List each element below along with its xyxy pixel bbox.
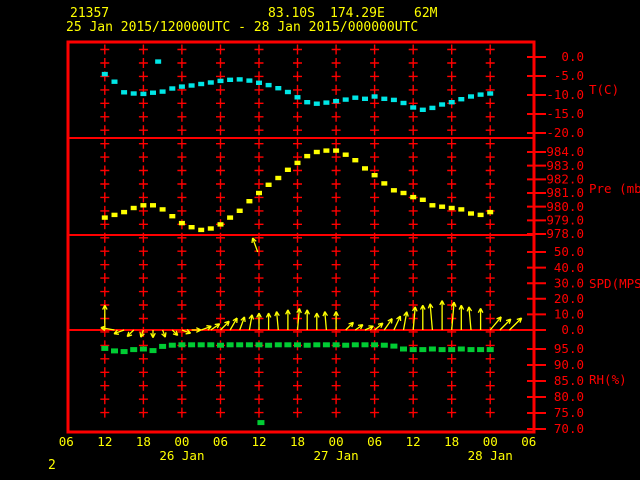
grid-marks [100,44,495,418]
y-tick-label: 50.0 [554,244,584,259]
y-tick-label: 983.0 [546,158,584,173]
y-axis-unit-label: SPD(MPS) [589,276,640,291]
y-tick-label: 0.0 [561,322,584,337]
y-axis-labels-humidity: 95.090.085.080.075.070.0 [554,341,584,436]
y-tick-label: 979.0 [546,213,584,228]
y-tick-label: 0.0 [561,49,584,64]
time-range-label: 25 Jan 2015/120000UTC - 28 Jan 2015/0000… [66,20,419,35]
right-axis-ticks [527,56,546,430]
x-axis-labels: 06 12 18 00 06 12 18 00 06 12 18 00 06 26 Jan 27 Jan 28… [59,434,537,463]
wind-arrows [100,300,523,338]
y-tick-label: 30.0 [554,275,584,290]
y-tick-label: -10.0 [546,87,584,102]
y-tick-label: 90.0 [554,357,584,372]
y-tick-label: 984.0 [546,144,584,159]
station-id: 21357 [70,6,110,21]
x-axis-hour-label: 00 [174,434,189,449]
station-latitude: 83.10S [268,6,315,21]
x-axis-day-label: 27 Jan [314,448,359,463]
x-axis-hour-label: 12 [97,434,112,449]
x-axis-hour-label: 00 [483,434,498,449]
station-elevation: 62M [414,6,438,21]
temperature-series [101,71,494,112]
humidity-series [101,342,494,355]
y-tick-label: 980.0 [546,199,584,214]
y-tick-label: 40.0 [554,260,584,275]
x-axis-hour-label: 18 [290,434,305,449]
y-tick-label: -5.0 [554,68,584,83]
y-tick-label: 80.0 [554,389,584,404]
x-axis-day-label: 26 Jan [159,448,204,463]
y-axis-unit-label: T(C) [589,82,619,97]
x-axis-day-label: 28 Jan [468,448,513,463]
y-axis-labels-wind_speed: 50.040.030.020.010.00.0 [554,244,584,337]
humidity-outlier-point [257,420,265,426]
panel-divider-lines [68,137,534,331]
y-tick-label: 10.0 [554,307,584,322]
x-axis-hour-label: 00 [329,434,344,449]
pressure-series [101,148,494,233]
x-axis-hour-label: 06 [367,434,382,449]
y-tick-label: -20.0 [546,125,584,140]
x-axis-hour-label: 18 [444,434,459,449]
x-axis-hour-label: 06 [213,434,228,449]
y-axis-unit-label: RH(%) [589,372,627,387]
y-tick-label: 85.0 [554,373,584,388]
x-axis-hour-label: 06 [59,434,74,449]
x-axis-hour-label: 06 [521,434,536,449]
y-tick-label: 70.0 [554,421,584,436]
plot-border [66,40,536,434]
y-tick-label: 20.0 [554,291,584,306]
temperature-outlier-point [155,59,162,64]
y-tick-label: 982.0 [546,172,584,187]
stray-wind-arrow [251,237,259,253]
y-tick-label: 95.0 [554,341,584,356]
x-axis-hour-label: 12 [406,434,421,449]
y-tick-label: 75.0 [554,405,584,420]
x-axis-hour-label: 12 [251,434,266,449]
y-tick-label: -15.0 [546,106,584,121]
y-axis-labels-temperature: 0.0 -5.0 -10.0 -15.0 -20.0 [546,49,584,140]
y-tick-label: 981.0 [546,185,584,200]
station-longitude: 174.29E [330,6,385,21]
y-axis-unit-label: Pre (mb) [589,181,640,196]
y-tick-label: 978.0 [546,226,584,241]
x-axis-hour-label: 18 [136,434,151,449]
page-number: 2 [48,458,56,473]
